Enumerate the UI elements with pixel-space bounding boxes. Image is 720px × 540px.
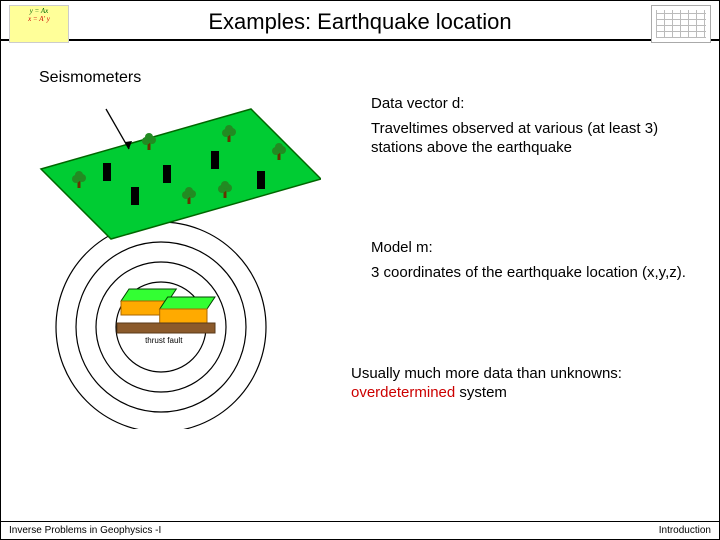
data-vector-body: Traveltimes observed at various (at leas… [371,120,701,158]
equation-badge: y = Ax x = A' y [9,5,69,43]
earthquake-diagram: thrust fault [21,99,321,429]
model-body: 3 coordinates of the earthquake location… [371,264,701,283]
footer-right: Introduction [659,525,711,536]
slide-content: Seismometers thrust fault Data vector d:… [1,41,719,507]
page-title: Examples: Earthquake location [1,9,719,35]
equation-inverse: x = A' y [12,16,66,24]
slide-header: y = Ax x = A' y Examples: Earthquake loc… [1,1,719,41]
data-vector-block: Data vector d: Traveltimes observed at v… [371,95,701,157]
summary-highlight: overdetermined [351,384,455,401]
table-thumbnail-icon [651,5,711,43]
seismometers-label: Seismometers [39,69,141,87]
summary-block: Usually much more data than unknowns: ov… [351,365,701,403]
summary-prefix: Usually much more data than unknowns: [351,365,622,382]
model-block: Model m: 3 coordinates of the earthquake… [371,239,701,283]
diagram-svg: thrust fault [21,99,321,429]
slide-footer: Inverse Problems in Geophysics -I Introd… [1,521,719,539]
data-vector-heading: Data vector d: [371,95,701,114]
summary-suffix: system [455,384,507,401]
model-heading: Model m: [371,239,701,258]
footer-left: Inverse Problems in Geophysics -I [9,525,161,536]
svg-text:thrust fault: thrust fault [145,336,183,345]
